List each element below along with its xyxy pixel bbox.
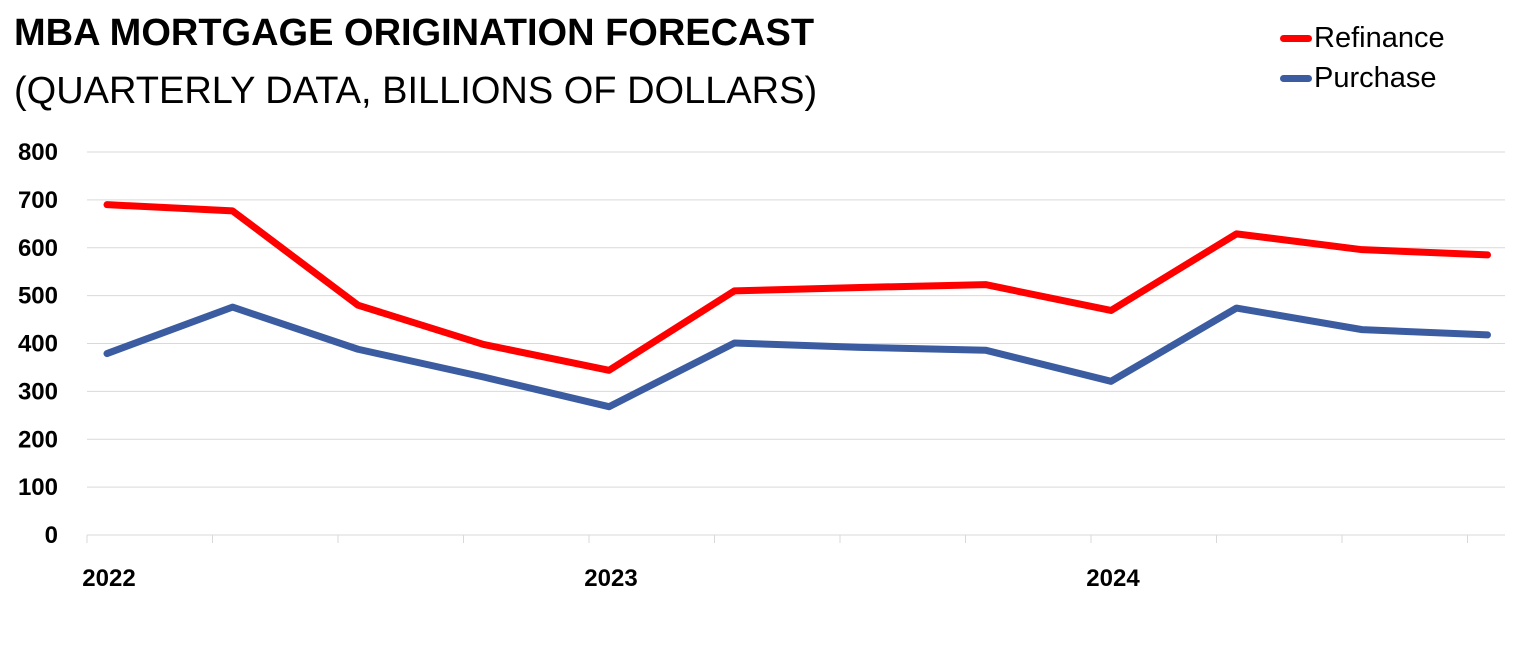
chart-subtitle: (QUARTERLY DATA, BILLIONS OF DOLLARS) [14,70,818,112]
x-tick-label-2022: 2022 [82,565,135,592]
x-tick-label-2023: 2023 [584,565,637,592]
series-lines [103,201,1491,411]
legend: Refinance Purchase [1280,18,1445,98]
series-line-refinance [103,201,1491,374]
y-tick-label-600: 600 [18,235,58,262]
y-tick-label-500: 500 [18,283,58,310]
legend-item-purchase: Purchase [1280,58,1445,98]
axes [86,534,1505,543]
y-tick-label-400: 400 [18,331,58,358]
y-tick-label-100: 100 [18,474,58,501]
gridlines [87,151,1505,488]
legend-swatch-refinance [1280,34,1312,42]
y-tick-label-700: 700 [18,187,58,214]
tick-labels: 0 100 200 300 400 500 600 700 800 2022 2023 2024 [18,139,1140,592]
legend-label-refinance: Refinance [1314,21,1445,54]
y-tick-label-300: 300 [18,378,58,405]
legend-item-refinance: Refinance [1280,18,1445,58]
series-line-purchase [103,303,1491,411]
x-tick-label-2024: 2024 [1086,565,1140,592]
y-tick-label-0: 0 [45,522,58,549]
chart-title: MBA MORTGAGE ORIGINATION FORECAST [14,12,815,54]
y-tick-label-800: 800 [18,139,58,166]
y-tick-label-200: 200 [18,426,58,453]
legend-swatch-purchase [1280,74,1312,82]
legend-label-purchase: Purchase [1314,61,1437,94]
